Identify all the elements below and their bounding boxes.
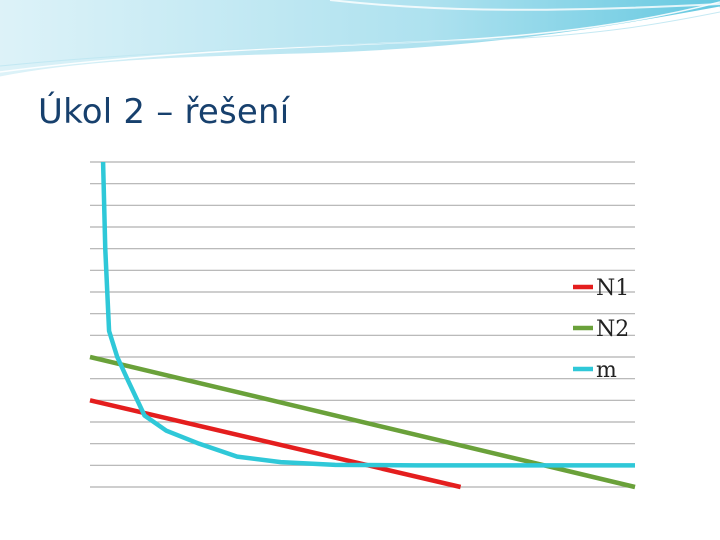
chart-gridlines (90, 161, 635, 488)
header-wave-banner (0, 0, 720, 80)
legend-label-n1: N1 (596, 276, 629, 301)
series-line-n1 (89, 398, 462, 490)
series-line-m (100, 161, 635, 468)
chart-legend: N1 N2 m (573, 276, 629, 383)
slide-title: Úkol 2 – řešení (38, 92, 290, 132)
chart-series-lines (89, 161, 636, 490)
legend-label-n2: N2 (596, 317, 629, 342)
legend-label-m: m (596, 358, 617, 383)
